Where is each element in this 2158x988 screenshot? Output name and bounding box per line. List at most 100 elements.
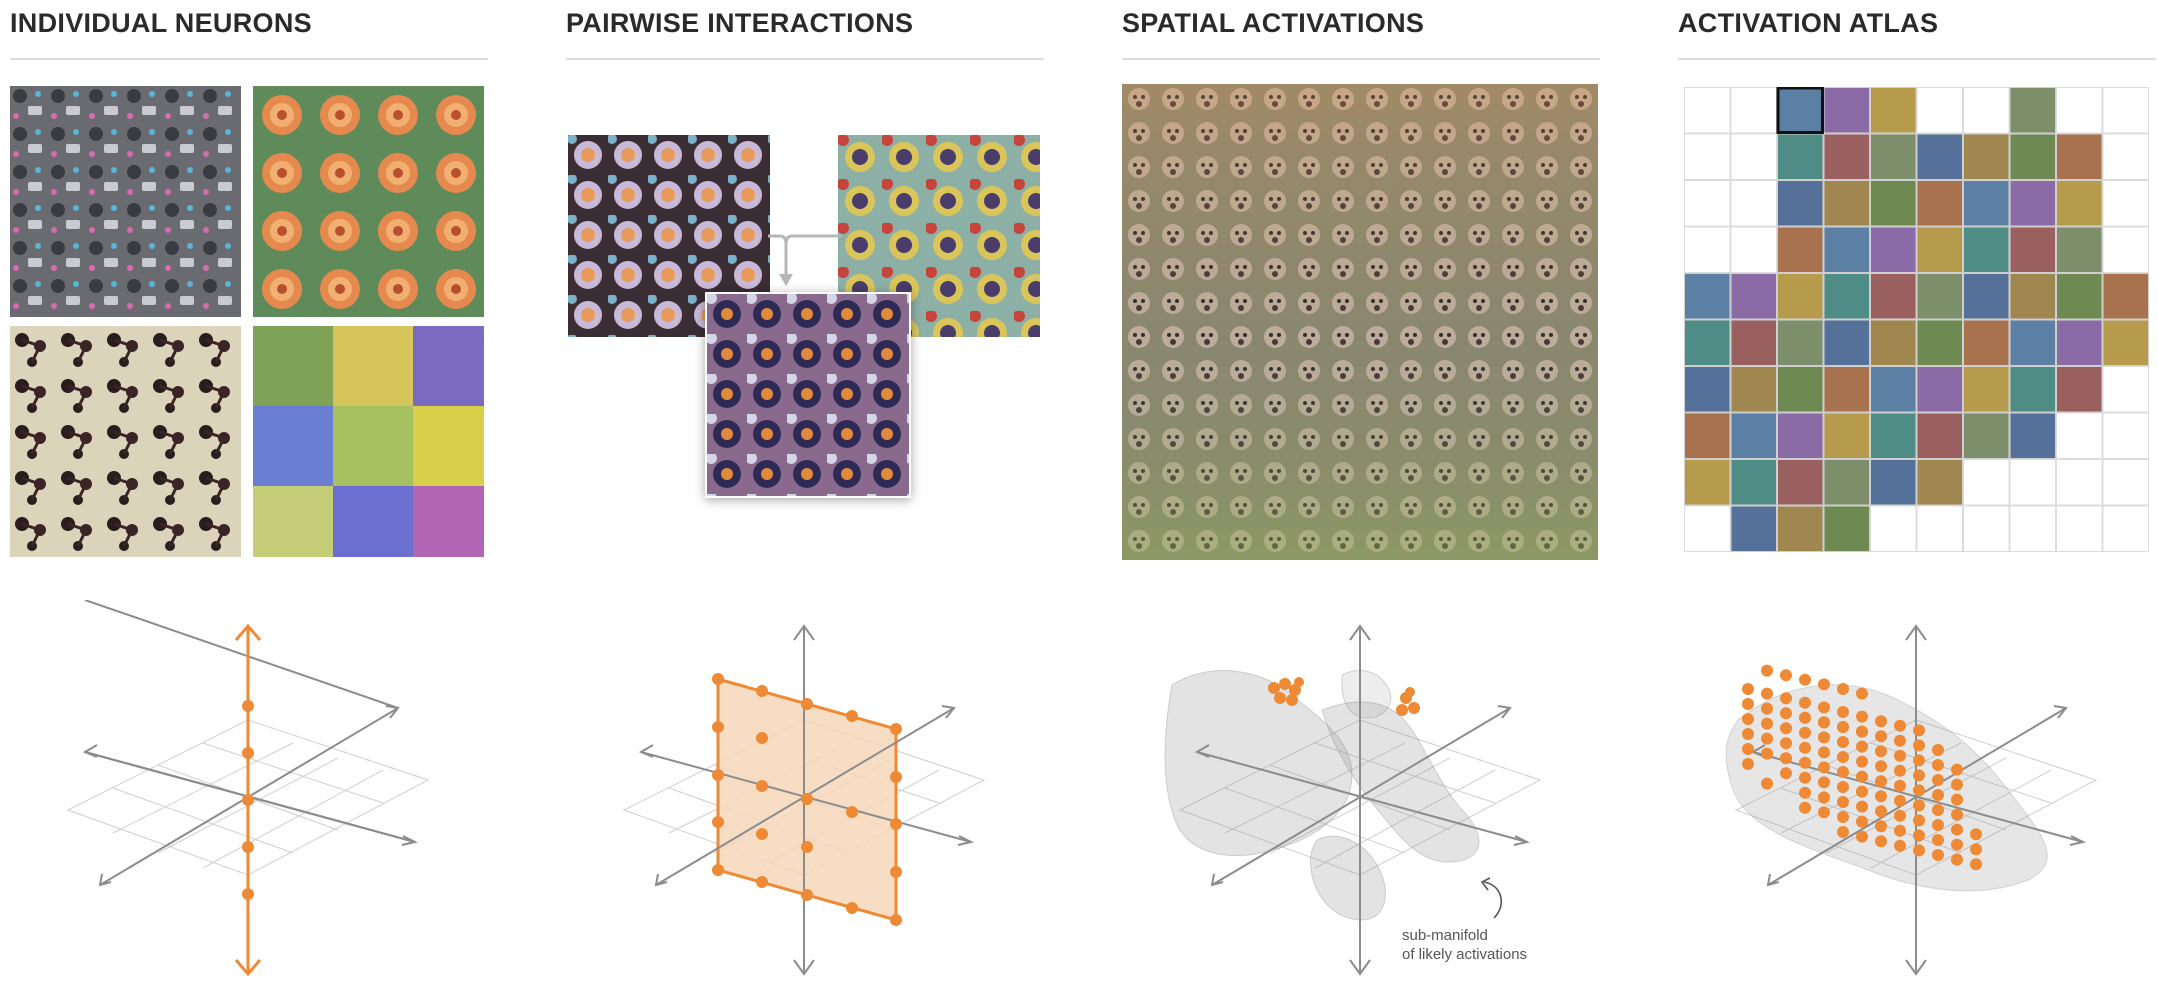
atlas-sample-dot: [1951, 778, 1963, 791]
atlas-sample-dot: [1932, 804, 1944, 816]
atlas-sample-dot: [1970, 858, 1982, 871]
atlas-tile: [1870, 87, 1917, 134]
atlas-sample-dot: [1837, 796, 1849, 808]
neuron-visualization-2: [253, 86, 484, 317]
atlas-sample-dot: [1913, 724, 1925, 737]
atlas-sample-dot: [1837, 721, 1849, 733]
atlas-tile: [1684, 412, 1731, 459]
atlas-empty-cell: [2102, 505, 2149, 552]
atlas-sample-dot: [1970, 828, 1982, 841]
atlas-sample-dot: [1837, 811, 1849, 823]
atlas-tile: [1730, 273, 1777, 320]
column-pairwise-interactions: PAIRWISE INTERACTIONS: [566, 0, 1044, 988]
atlas-tile: [1777, 226, 1824, 273]
atlas-sample-dot: [1913, 739, 1925, 752]
atlas-sample-dot: [1818, 791, 1830, 804]
atlas-sample-dot: [1856, 800, 1868, 813]
atlas-tile: [1730, 319, 1777, 366]
atlas-tile: [1916, 273, 1963, 320]
atlas-sample-dot: [1780, 722, 1792, 735]
atlas-empty-cell: [2102, 133, 2149, 180]
atlas-sampling-diagram: [1725, 624, 2098, 976]
atlas-tile: [1916, 226, 1963, 273]
atlas-sample-dot: [1780, 752, 1792, 765]
atlas-sample-dot: [1951, 763, 1963, 776]
atlas-sample-dot: [1742, 743, 1754, 755]
atlas-sample-dot: [1951, 853, 1963, 866]
atlas-tile: [2056, 319, 2103, 366]
neuron-visualization-1: [10, 86, 241, 317]
atlas-tile: [1823, 412, 1870, 459]
single-neuron-axis-diagram: [66, 600, 430, 977]
atlas-sample-dot: [1818, 776, 1830, 789]
atlas-tile: [1777, 505, 1824, 552]
atlas-tile: [1870, 133, 1917, 180]
activation-manifold-diagram: sub-manifold of likely activations: [1164, 624, 1542, 976]
atlas-sample-dot: [1932, 774, 1944, 786]
atlas-sample-dot: [1951, 808, 1963, 821]
atlas-sample-dot: [1875, 805, 1887, 818]
atlas-tile: [1730, 459, 1777, 506]
atlas-empty-cell: [2056, 459, 2103, 506]
atlas-sample-dot: [1837, 751, 1849, 763]
atlas-tile: [1730, 412, 1777, 459]
spatial-activation-grid: [1122, 84, 1598, 560]
atlas-sample-dot: [1894, 824, 1906, 837]
title-divider: [1678, 58, 2156, 60]
atlas-sample-dot: [1894, 839, 1906, 852]
atlas-sample-dot: [1932, 759, 1944, 771]
neuron-visualization-4: [253, 326, 484, 557]
atlas-empty-cell: [1963, 459, 2010, 506]
atlas-tile: [1963, 319, 2010, 366]
atlas-sample-dot: [1875, 730, 1887, 743]
atlas-empty-cell: [1916, 87, 1963, 134]
atlas-tile: [1963, 133, 2010, 180]
atlas-sample-dot: [1932, 744, 1944, 756]
atlas-tile: [1963, 273, 2010, 320]
atlas-sample-dot: [1913, 769, 1925, 782]
neuron-visualization-3: [10, 326, 241, 557]
atlas-sample-dot: [1761, 732, 1773, 745]
atlas-tile: [2056, 133, 2103, 180]
atlas-sample-dot: [1780, 737, 1792, 750]
atlas-sample-dot: [1837, 826, 1849, 838]
column-individual-neurons: INDIVIDUAL NEURONS: [10, 0, 488, 988]
atlas-sample-dot: [1875, 745, 1887, 758]
atlas-sample-dot: [1837, 736, 1849, 748]
atlas-empty-cell: [1963, 87, 2010, 134]
atlas-sample-dot: [1894, 734, 1906, 747]
atlas-tile: [2056, 273, 2103, 320]
atlas-empty-cell: [1684, 505, 1731, 552]
atlas-empty-cell: [2056, 87, 2103, 134]
atlas-tile: [1963, 412, 2010, 459]
atlas-tile: [1916, 459, 1963, 506]
atlas-tile: [2009, 133, 2056, 180]
atlas-tile: [1963, 226, 2010, 273]
atlas-tile: [2009, 226, 2056, 273]
column-title: INDIVIDUAL NEURONS: [10, 8, 312, 38]
atlas-sample-dot: [1799, 741, 1811, 754]
atlas-tile: [2102, 319, 2149, 366]
atlas-tile: [1823, 459, 1870, 506]
annotation-line-2: of likely activations: [1402, 946, 1527, 963]
atlas-empty-cell: [2102, 180, 2149, 227]
atlas-sample-dot: [1818, 731, 1830, 744]
atlas-tile: [1823, 226, 1870, 273]
atlas-sample-dot: [1799, 771, 1811, 784]
atlas-sample-dot: [1875, 775, 1887, 788]
atlas-tile: [1823, 87, 1870, 134]
atlas-sample-dot: [1894, 809, 1906, 822]
atlas-sample-dot: [1856, 785, 1868, 798]
atlas-sample-dot: [1780, 707, 1792, 720]
title-divider: [10, 58, 488, 60]
atlas-sample-dot: [1761, 702, 1773, 715]
atlas-sample-dot: [1780, 692, 1792, 705]
atlas-sample-dot: [1894, 749, 1906, 762]
atlas-sample-dot: [1856, 830, 1868, 843]
atlas-sample-dot: [1875, 790, 1887, 803]
atlas-tile: [1777, 180, 1824, 227]
atlas-sample-dot: [1856, 740, 1868, 753]
atlas-tile: [1870, 459, 1917, 506]
atlas-sample-dot: [1761, 687, 1773, 700]
atlas-tile: [1823, 505, 1870, 552]
